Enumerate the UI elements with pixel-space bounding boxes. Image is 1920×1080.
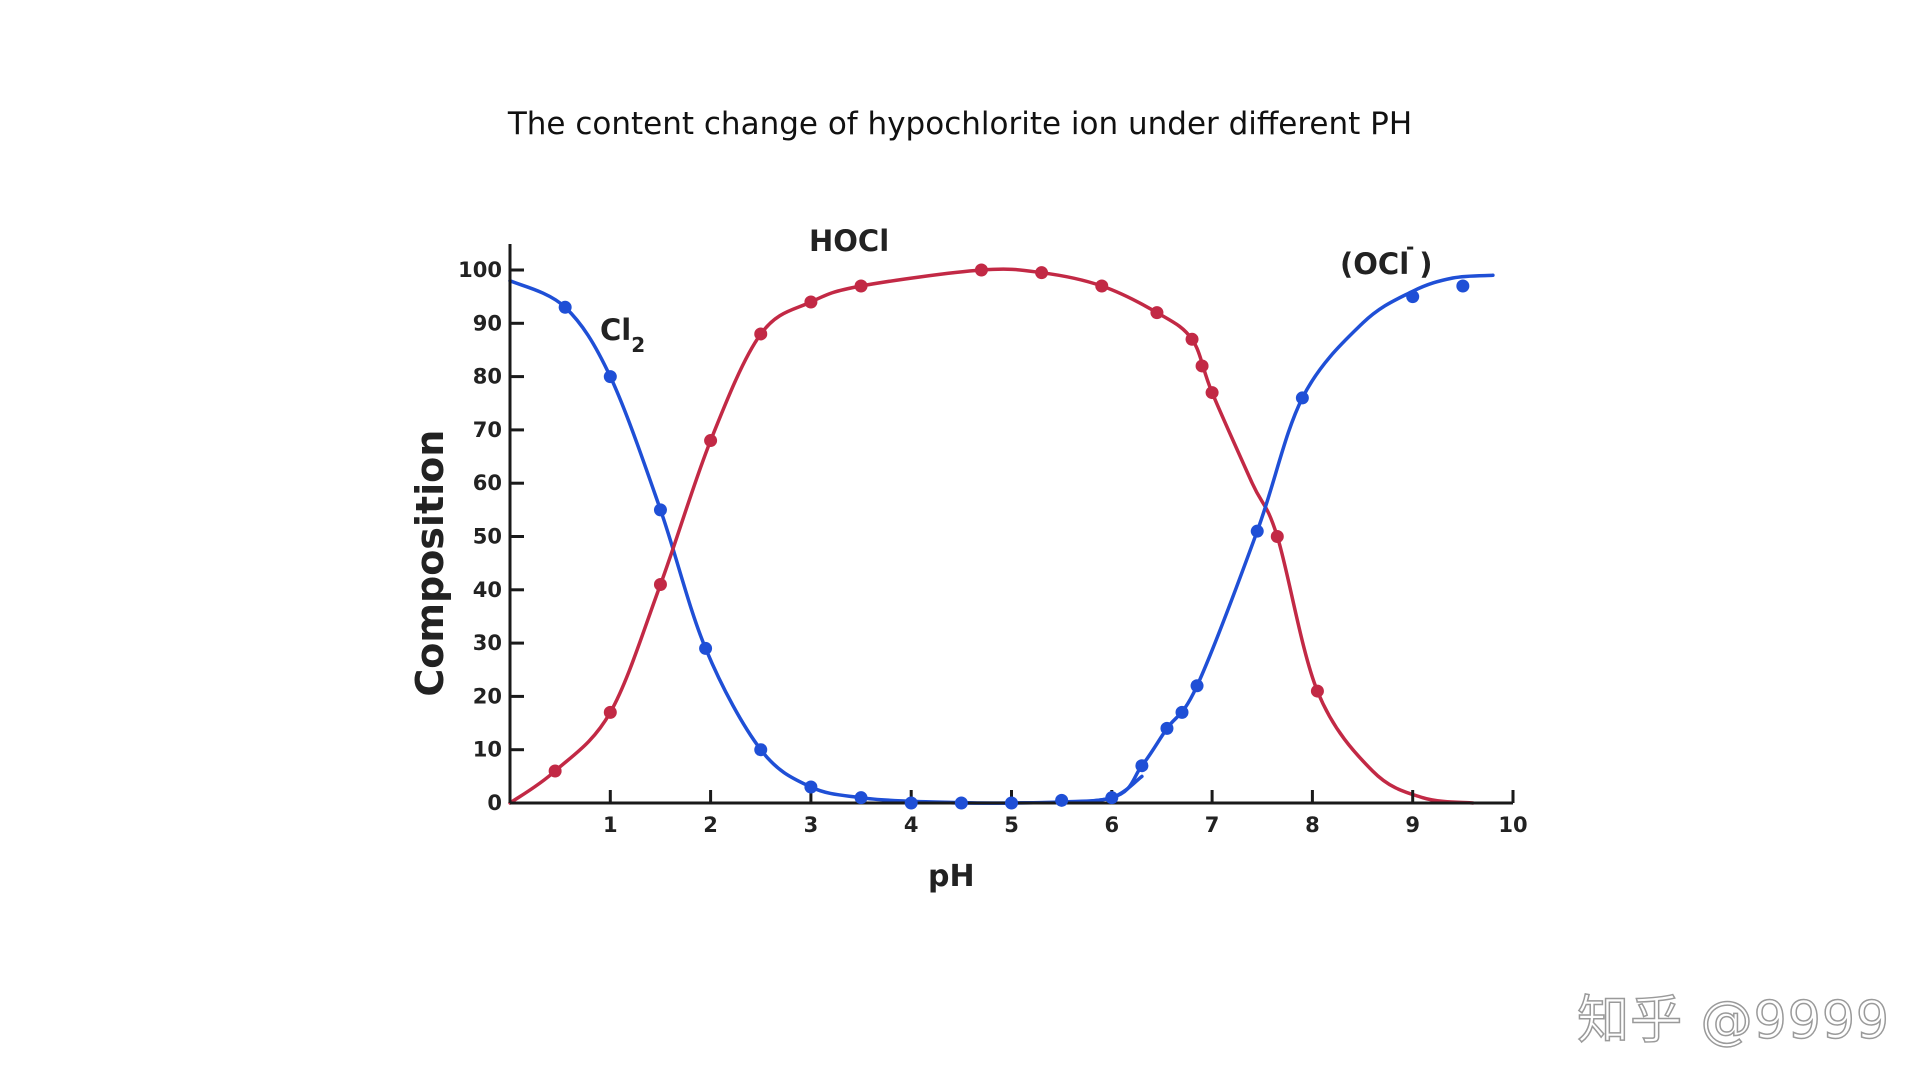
chart-title: The content change of hypochlorite ion u… [507, 106, 1413, 142]
data-point [1190, 679, 1204, 693]
data-point [854, 791, 868, 805]
series-line [909, 273, 1495, 805]
x-tick-label: 5 [1004, 813, 1019, 837]
data-point [558, 300, 572, 314]
data-point [1150, 306, 1164, 320]
series-label-hocl: HOCl [809, 224, 889, 258]
y-tick-label: 70 [473, 418, 502, 442]
data-point [1310, 684, 1324, 698]
data-point [754, 327, 768, 341]
series-line [508, 267, 1475, 805]
data-point [1135, 759, 1149, 773]
data-point [1175, 705, 1189, 719]
axes-layer [508, 244, 1513, 805]
data-point [804, 295, 818, 309]
data-point [603, 705, 617, 719]
y-tick-label: 80 [473, 365, 502, 389]
x-tick-label: 10 [1498, 813, 1527, 837]
data-point [1095, 279, 1109, 293]
x-tick-label: 9 [1405, 813, 1420, 837]
data-point [653, 577, 667, 591]
y-tick-label: 100 [458, 258, 502, 282]
data-point [804, 780, 818, 794]
y-tick-label: 40 [473, 578, 502, 602]
data-point [904, 796, 918, 810]
x-tick-label: 6 [1104, 813, 1119, 837]
y-tick-label: 20 [473, 684, 502, 708]
y-tick-label: 90 [473, 311, 502, 335]
data-point [1270, 530, 1284, 543]
data-point [1295, 391, 1309, 405]
data-point [1195, 359, 1209, 373]
points-layer [548, 263, 1470, 810]
x-tick-label: 8 [1305, 813, 1320, 837]
series-label-cl2-name: Cl [600, 313, 631, 347]
series-label-cl2: Cl2 [600, 313, 645, 357]
y-tick-label: 0 [487, 791, 502, 815]
series-line [508, 278, 1144, 805]
data-point [653, 503, 667, 517]
y-tick-label: 60 [473, 471, 502, 495]
data-point [704, 434, 718, 448]
y-axis-title: Composition [408, 430, 452, 697]
data-point [1160, 721, 1174, 735]
x-axis-title: pH [928, 859, 975, 894]
data-point [1105, 791, 1119, 805]
series-layer [508, 267, 1495, 805]
data-point [548, 764, 562, 778]
data-point [1456, 279, 1470, 293]
x-tick-label: 3 [804, 813, 819, 837]
data-point [1005, 796, 1018, 810]
x-tick-label: 1 [603, 813, 618, 837]
y-tick-label: 10 [473, 738, 502, 762]
data-point [854, 279, 868, 293]
watermark: 知乎 @9999 [1576, 990, 1890, 1052]
data-point [1406, 290, 1420, 304]
x-tick-label: 4 [904, 813, 919, 837]
series-label-cl2-subscript: 2 [631, 333, 645, 357]
data-point [1035, 266, 1049, 280]
y-tick-label: 50 [473, 525, 502, 549]
series-label-ocl-superscript: - [1406, 235, 1414, 259]
x-tick-label: 7 [1205, 813, 1220, 837]
series-label-ocl: (OCl ) [1340, 247, 1432, 281]
data-point [974, 263, 988, 277]
x-tick-label: 2 [703, 813, 718, 837]
data-point [954, 796, 968, 810]
data-point [699, 641, 713, 655]
data-point [603, 370, 617, 384]
data-point [1205, 386, 1219, 400]
data-point [754, 743, 768, 757]
data-point [1185, 332, 1199, 346]
data-point [1055, 793, 1069, 807]
y-tick-label: 30 [473, 631, 502, 655]
data-point [1250, 524, 1264, 538]
